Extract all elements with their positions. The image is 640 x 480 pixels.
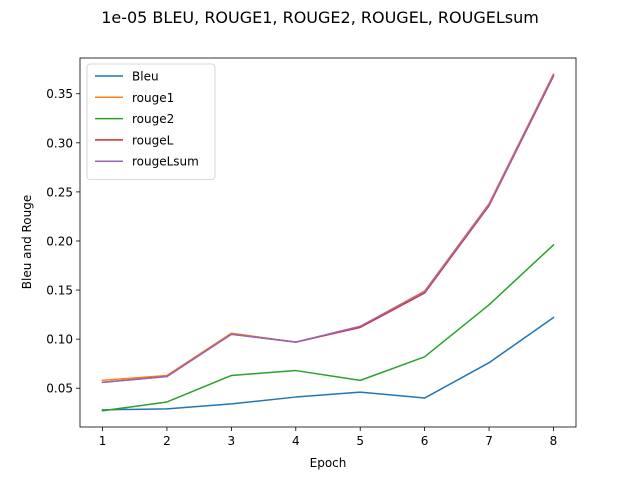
y-tick-label: 0.15 xyxy=(46,284,73,298)
x-axis-label: Epoch xyxy=(310,456,347,470)
series-line-bleu xyxy=(101,316,555,411)
legend-label-rougelsum: rougeLsum xyxy=(132,155,199,169)
plot-area xyxy=(101,73,555,412)
x-tick-label: 2 xyxy=(163,434,171,448)
y-tick-label: 0.30 xyxy=(46,136,73,150)
x-tick-label: 5 xyxy=(356,434,364,448)
axes-frame xyxy=(79,57,577,428)
series-line-rouge2 xyxy=(101,243,555,412)
y-tick-label: 0.05 xyxy=(46,382,73,396)
x-tick-label: 1 xyxy=(99,434,107,448)
x-tick-label: 3 xyxy=(228,434,236,448)
legend-label-bleu: Bleu xyxy=(132,70,159,84)
legend-label-rouge1: rouge1 xyxy=(132,91,174,105)
x-tick-label: 7 xyxy=(485,434,493,448)
legend-box xyxy=(86,63,216,180)
x-tick-label: 6 xyxy=(421,434,429,448)
series-line-rougelsum xyxy=(101,74,555,384)
x-tick-label: 4 xyxy=(292,434,300,448)
chart-title: 1e-05 BLEU, ROUGE1, ROUGE2, ROUGEL, ROUG… xyxy=(101,8,539,27)
y-tick-label: 0.20 xyxy=(46,234,73,248)
x-tick-label: 8 xyxy=(550,434,558,448)
legend-label-rouge2: rouge2 xyxy=(132,112,174,126)
legend: Bleu rouge1 rouge2 rougeL rougeLsum xyxy=(86,63,216,180)
y-tick-label: 0.10 xyxy=(46,333,73,347)
y-axis-label: Bleu and Rouge xyxy=(20,195,34,290)
y-tick-label: 0.35 xyxy=(46,87,73,101)
y-tick-label: 0.25 xyxy=(46,185,73,199)
legend-label-rougel: rougeL xyxy=(132,133,174,147)
axis-ticks: 1 2 3 4 5 6 7 8 0.05 0.10 0.15 0.20 0.25 0.30 0.35 xyxy=(46,87,557,448)
